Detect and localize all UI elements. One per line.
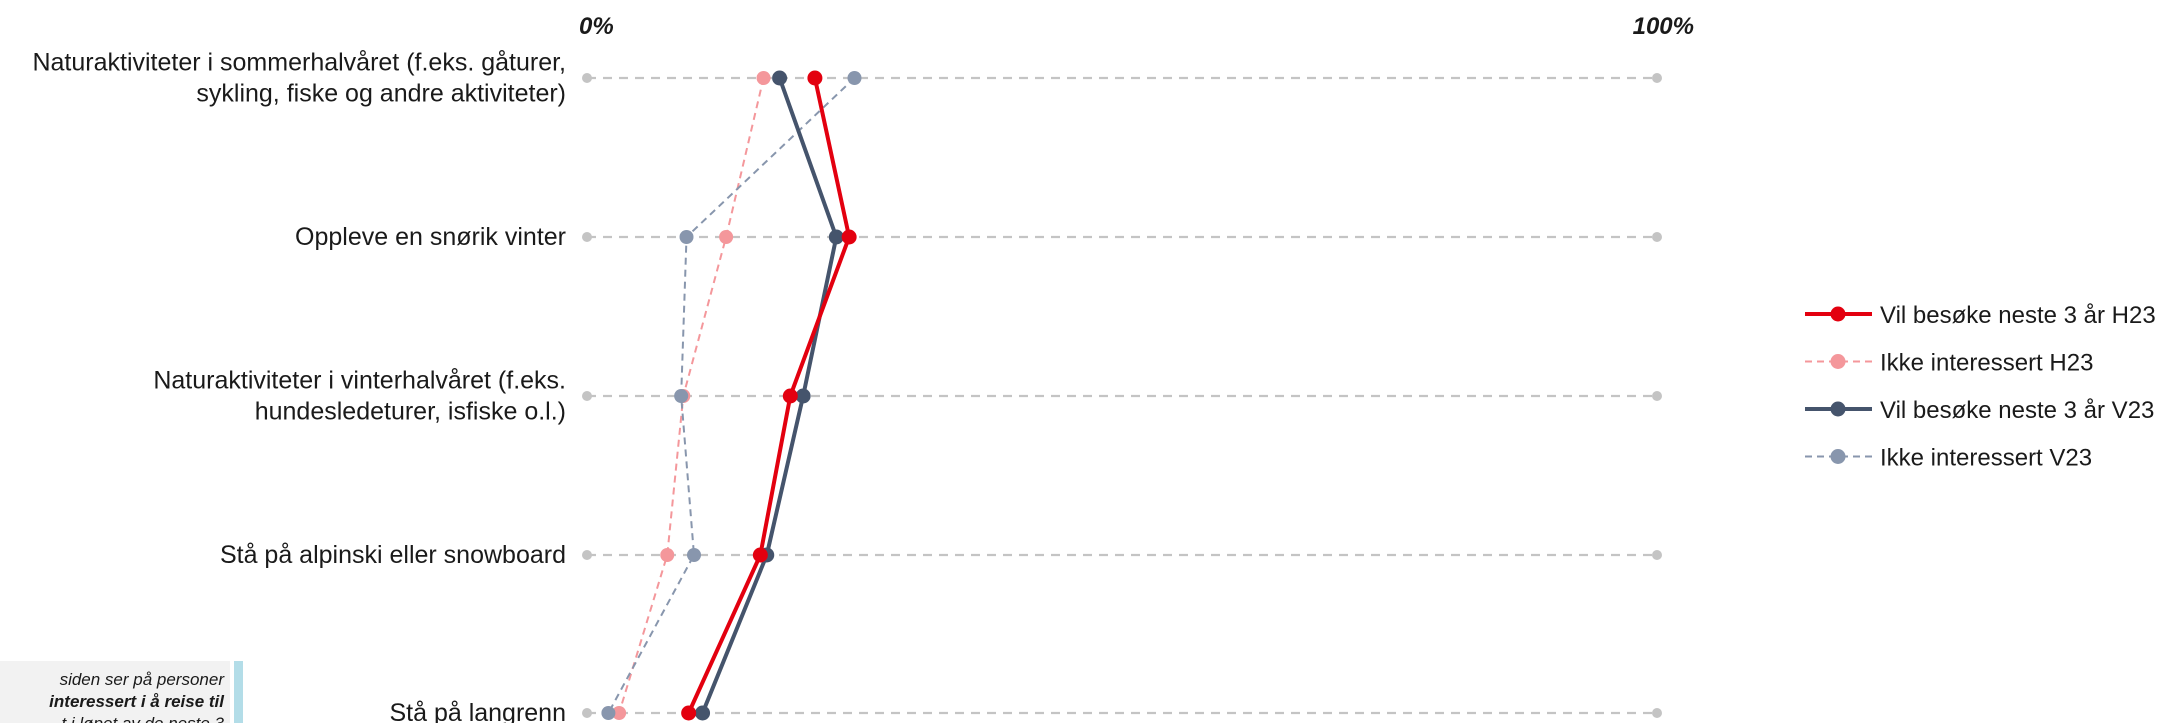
category-label-2-line-0: Naturaktiviteter i vinterhalvåret (f.eks…: [153, 367, 566, 395]
axis-min-label: 0%: [579, 13, 614, 40]
gridline-start-dot-1: [582, 232, 592, 242]
series-2-point-1: [828, 229, 844, 245]
footnote-line-3: t i løpet av de neste 3: [0, 713, 224, 723]
series-3-point-1: [679, 230, 694, 244]
category-labels: Naturaktiviteter i sommerhalvåret (f.eks…: [32, 49, 566, 723]
legend-label-0: Vil besøke neste 3 år H23: [1880, 302, 2156, 329]
series-0: [681, 70, 857, 721]
series-0-point-3: [752, 547, 768, 563]
series-3-point-4: [601, 706, 616, 720]
legend-item-1: Ikke interessert H23: [1805, 350, 2093, 377]
legend-swatch-dot-0: [1830, 306, 1846, 322]
footnote-accent-bar: [234, 661, 243, 723]
category-label-0-line-1: sykling, fiske og andre aktiviteter): [196, 80, 566, 108]
series-lines: [601, 70, 862, 721]
category-label-0-line-0: Naturaktiviteter i sommerhalvåret (f.eks…: [32, 49, 566, 77]
legend-label-3: Ikke interessert V23: [1880, 445, 2092, 472]
category-label-3: Stå på alpinski eller snowboard: [220, 541, 566, 569]
gridlines: [582, 73, 1662, 718]
legend-label-1: Ikke interessert H23: [1880, 350, 2093, 377]
category-label-2: Naturaktiviteter i vinterhalvåret (f.eks…: [153, 367, 566, 426]
series-0-point-4: [681, 705, 697, 721]
gridline-start-dot-2: [582, 391, 592, 401]
gridline-start-dot-4: [582, 708, 592, 718]
series-1-point-0: [756, 71, 771, 85]
series-2-point-0: [772, 70, 788, 86]
series-1-point-3: [660, 548, 675, 562]
series-3: [601, 71, 862, 720]
category-label-1-line-0: Oppleve en snørik vinter: [295, 223, 566, 251]
series-0-point-0: [807, 70, 823, 86]
series-2: [695, 70, 844, 721]
gridline-end-dot-2: [1652, 391, 1662, 401]
gridline-end-dot-3: [1652, 550, 1662, 560]
gridline-end-dot-4: [1652, 708, 1662, 718]
series-1-point-1: [719, 230, 734, 244]
legend-swatch-dot-1: [1830, 354, 1846, 369]
category-label-4: Stå på langrenn: [389, 699, 566, 723]
category-label-2-line-1: hundesledeturer, isfiske o.l.): [255, 398, 566, 426]
series-2-point-4: [695, 705, 711, 721]
footnote-line-2: interessert i å reise til: [0, 691, 224, 713]
series-1-point-4: [612, 706, 627, 720]
gridline-end-dot-0: [1652, 73, 1662, 83]
legend-item-2: Vil besøke neste 3 år V23: [1805, 397, 2154, 424]
footnote-box: siden ser på personer interessert i å re…: [0, 661, 230, 723]
series-3-point-2: [674, 389, 689, 403]
series-3-point-0: [847, 71, 862, 85]
category-label-3-line-0: Stå på alpinski eller snowboard: [220, 541, 566, 569]
legend: Vil besøke neste 3 år H23 Ikke interesser…: [1805, 302, 2156, 472]
legend-item-0: Vil besøke neste 3 år H23: [1805, 302, 2156, 329]
axis-labels: 0% 100%: [579, 13, 1694, 40]
series-2-point-2: [795, 388, 811, 404]
series-0-point-1: [841, 229, 857, 245]
legend-swatch-dot-3: [1830, 449, 1846, 464]
gridline-start-dot-0: [582, 73, 592, 83]
legend-item-3: Ikke interessert V23: [1805, 445, 2092, 472]
axis-max-label: 100%: [1633, 13, 1694, 40]
category-label-0: Naturaktiviteter i sommerhalvåret (f.eks…: [32, 49, 566, 108]
footnote-line-1: siden ser på personer: [59, 670, 224, 689]
legend-swatch-dot-2: [1830, 401, 1846, 417]
footnote-bold-text: interessert i å reise til: [49, 692, 224, 711]
legend-label-2: Vil besøke neste 3 år V23: [1880, 397, 2154, 424]
category-label-1: Oppleve en snørik vinter: [295, 223, 566, 251]
series-0-point-2: [782, 388, 798, 404]
gridline-end-dot-1: [1652, 232, 1662, 242]
series-3-point-3: [687, 548, 701, 562]
gridline-start-dot-3: [582, 550, 592, 560]
category-label-4-line-0: Stå på langrenn: [389, 699, 566, 723]
